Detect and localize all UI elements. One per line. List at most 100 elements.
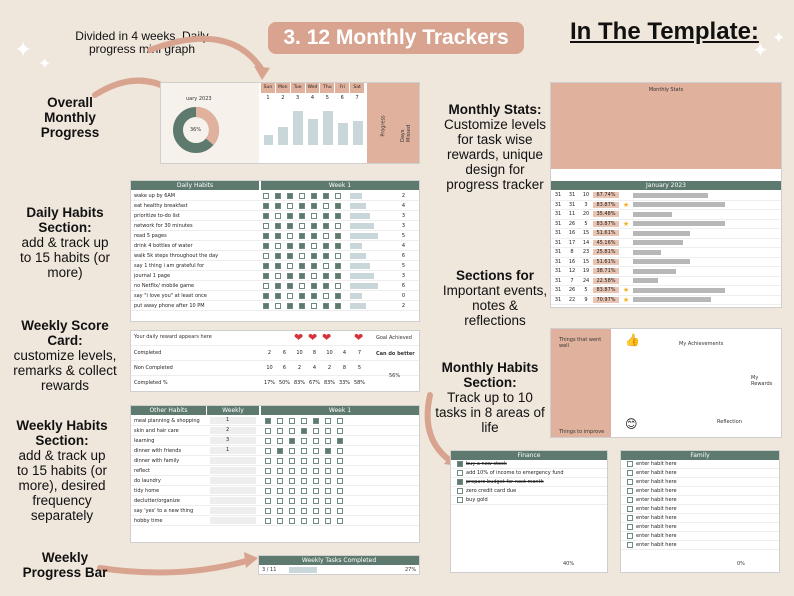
habit-checkbox[interactable]	[335, 262, 341, 269]
habit-checkbox[interactable]	[263, 302, 269, 309]
weekly-checkbox[interactable]	[325, 517, 331, 524]
family-checkbox[interactable]	[627, 506, 633, 512]
habit-checkbox[interactable]	[323, 272, 329, 279]
habit-checkbox[interactable]	[323, 252, 329, 259]
habit-checkbox[interactable]	[311, 212, 317, 219]
family-checkbox[interactable]	[627, 542, 633, 548]
weekly-checkbox[interactable]	[277, 457, 283, 464]
weekly-freq[interactable]: 1	[210, 417, 256, 424]
habit-checkbox[interactable]	[263, 292, 269, 299]
habit-checkbox[interactable]	[335, 252, 341, 259]
habit-checkbox[interactable]	[275, 222, 281, 229]
habit-checkbox[interactable]	[263, 232, 269, 239]
weekly-checkbox[interactable]	[289, 467, 295, 474]
habit-checkbox[interactable]	[287, 212, 293, 219]
habit-checkbox[interactable]	[299, 282, 305, 289]
weekly-checkbox[interactable]	[265, 467, 271, 474]
weekly-freq[interactable]	[210, 517, 256, 524]
habit-checkbox[interactable]	[311, 222, 317, 229]
weekly-checkbox[interactable]	[277, 447, 283, 454]
weekly-checkbox[interactable]	[325, 447, 331, 454]
family-checkbox[interactable]	[627, 488, 633, 494]
weekly-freq[interactable]	[210, 477, 256, 484]
weekly-checkbox[interactable]	[337, 497, 343, 504]
weekly-checkbox[interactable]	[301, 487, 307, 494]
weekly-checkbox[interactable]	[277, 487, 283, 494]
habit-checkbox[interactable]	[263, 252, 269, 259]
weekly-checkbox[interactable]	[301, 477, 307, 484]
habit-checkbox[interactable]	[299, 202, 305, 209]
habit-checkbox[interactable]	[275, 262, 281, 269]
habit-checkbox[interactable]	[287, 192, 293, 199]
weekly-checkbox[interactable]	[313, 447, 319, 454]
habit-checkbox[interactable]	[311, 192, 317, 199]
habit-checkbox[interactable]	[323, 242, 329, 249]
weekly-checkbox[interactable]	[301, 467, 307, 474]
habit-checkbox[interactable]	[275, 272, 281, 279]
weekly-freq[interactable]: 2	[210, 427, 256, 434]
weekly-checkbox[interactable]	[265, 447, 271, 454]
weekly-checkbox[interactable]	[265, 427, 271, 434]
family-checkbox[interactable]	[627, 461, 633, 467]
habit-checkbox[interactable]	[287, 262, 293, 269]
habit-checkbox[interactable]	[275, 212, 281, 219]
habit-checkbox[interactable]	[323, 292, 329, 299]
habit-checkbox[interactable]	[287, 222, 293, 229]
habit-checkbox[interactable]	[275, 282, 281, 289]
habit-checkbox[interactable]	[299, 272, 305, 279]
habit-checkbox[interactable]	[287, 252, 293, 259]
weekly-checkbox[interactable]	[301, 507, 307, 514]
weekly-checkbox[interactable]	[325, 437, 331, 444]
weekly-checkbox[interactable]	[289, 507, 295, 514]
habit-checkbox[interactable]	[335, 212, 341, 219]
habit-checkbox[interactable]	[335, 232, 341, 239]
weekly-checkbox[interactable]	[325, 417, 331, 424]
habit-checkbox[interactable]	[311, 242, 317, 249]
habit-checkbox[interactable]	[299, 242, 305, 249]
weekly-checkbox[interactable]	[301, 447, 307, 454]
weekly-checkbox[interactable]	[277, 497, 283, 504]
habit-checkbox[interactable]	[287, 242, 293, 249]
family-checkbox[interactable]	[627, 479, 633, 485]
weekly-checkbox[interactable]	[325, 497, 331, 504]
weekly-checkbox[interactable]	[289, 437, 295, 444]
weekly-checkbox[interactable]	[313, 517, 319, 524]
weekly-checkbox[interactable]	[325, 467, 331, 474]
habit-checkbox[interactable]	[275, 252, 281, 259]
habit-checkbox[interactable]	[335, 242, 341, 249]
weekly-checkbox[interactable]	[289, 477, 295, 484]
habit-checkbox[interactable]	[323, 202, 329, 209]
family-checkbox[interactable]	[627, 497, 633, 503]
weekly-checkbox[interactable]	[301, 517, 307, 524]
habit-checkbox[interactable]	[263, 282, 269, 289]
weekly-checkbox[interactable]	[277, 437, 283, 444]
habit-checkbox[interactable]	[299, 192, 305, 199]
habit-checkbox[interactable]	[299, 262, 305, 269]
habit-checkbox[interactable]	[275, 302, 281, 309]
habit-checkbox[interactable]	[335, 202, 341, 209]
weekly-checkbox[interactable]	[313, 467, 319, 474]
habit-checkbox[interactable]	[323, 262, 329, 269]
family-checkbox[interactable]	[627, 533, 633, 539]
weekly-checkbox[interactable]	[337, 417, 343, 424]
weekly-checkbox[interactable]	[277, 477, 283, 484]
habit-checkbox[interactable]	[275, 232, 281, 239]
habit-checkbox[interactable]	[335, 302, 341, 309]
weekly-checkbox[interactable]	[337, 437, 343, 444]
habit-checkbox[interactable]	[323, 222, 329, 229]
weekly-checkbox[interactable]	[301, 427, 307, 434]
weekly-checkbox[interactable]	[277, 517, 283, 524]
weekly-checkbox[interactable]	[265, 437, 271, 444]
habit-checkbox[interactable]	[263, 212, 269, 219]
habit-checkbox[interactable]	[263, 272, 269, 279]
weekly-checkbox[interactable]	[289, 497, 295, 504]
weekly-checkbox[interactable]	[265, 487, 271, 494]
finance-checkbox[interactable]	[457, 488, 463, 494]
finance-checkbox[interactable]	[457, 470, 463, 476]
habit-checkbox[interactable]	[275, 192, 281, 199]
habit-checkbox[interactable]	[275, 292, 281, 299]
weekly-checkbox[interactable]	[301, 417, 307, 424]
weekly-checkbox[interactable]	[265, 477, 271, 484]
habit-checkbox[interactable]	[311, 272, 317, 279]
weekly-checkbox[interactable]	[337, 517, 343, 524]
